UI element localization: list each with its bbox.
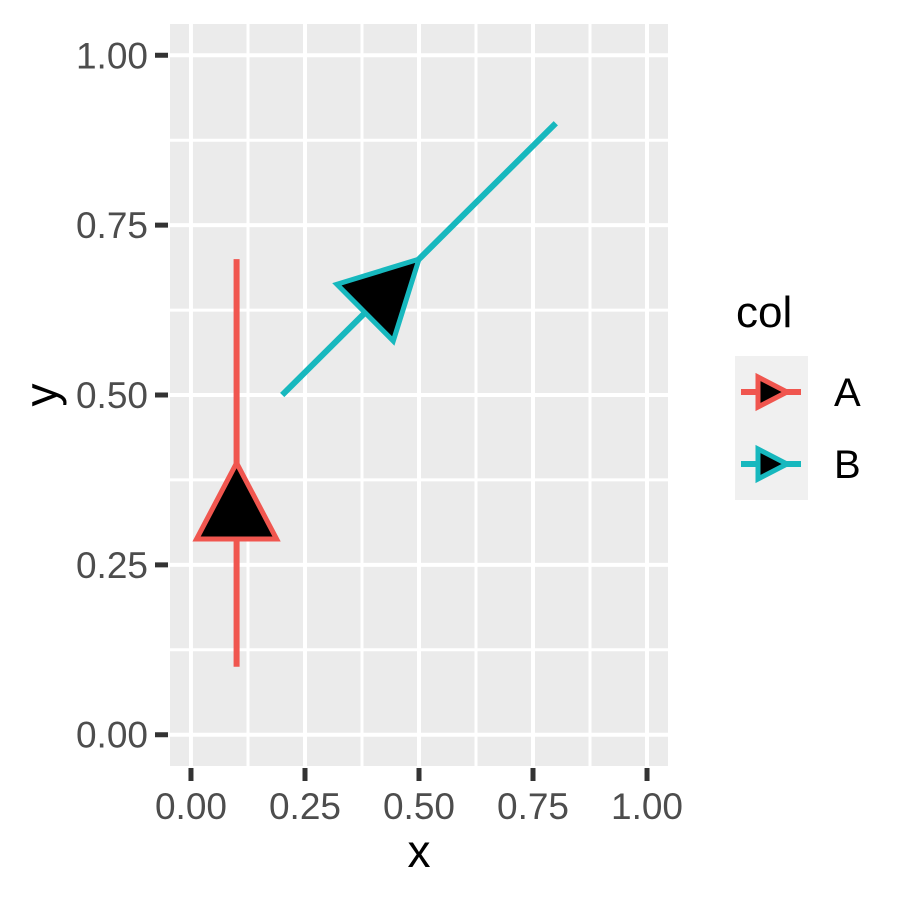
axes: 0.00 0.25 0.50 0.75 1.00 0.00 0.25 0.50 0.75 1.00	[76, 35, 683, 827]
legend-label: B	[834, 443, 861, 487]
gridlines	[170, 24, 668, 766]
x-tick-label: 0.25	[269, 786, 341, 827]
x-axis-title: x	[408, 825, 431, 877]
x-tick-label: 1.00	[611, 786, 683, 827]
legend-entry-B: B	[735, 428, 861, 500]
legend-key-arrowhead	[755, 372, 793, 412]
y-axis-title: y	[15, 384, 67, 407]
y-tick-label: 0.75	[76, 205, 148, 246]
y-tick-label: 0.50	[76, 375, 148, 416]
x-tick-label: 0.00	[155, 786, 227, 827]
legend-label: A	[834, 371, 861, 415]
x-tick-label: 0.50	[383, 786, 455, 827]
legend-title: col	[736, 288, 792, 337]
y-tick-label: 0.25	[76, 545, 148, 586]
arrowhead-B	[332, 255, 423, 346]
arrowhead-A	[192, 457, 281, 542]
y-tick-label: 1.00	[76, 35, 148, 76]
x-tick-label: 0.75	[497, 786, 569, 827]
y-tick-label: 0.00	[76, 715, 148, 756]
legend-entry-A: A	[735, 356, 861, 428]
arrow-series	[192, 121, 558, 667]
legend: col AB	[735, 288, 861, 500]
legend-key-arrowhead	[755, 444, 793, 484]
legend-entries: AB	[735, 356, 861, 500]
